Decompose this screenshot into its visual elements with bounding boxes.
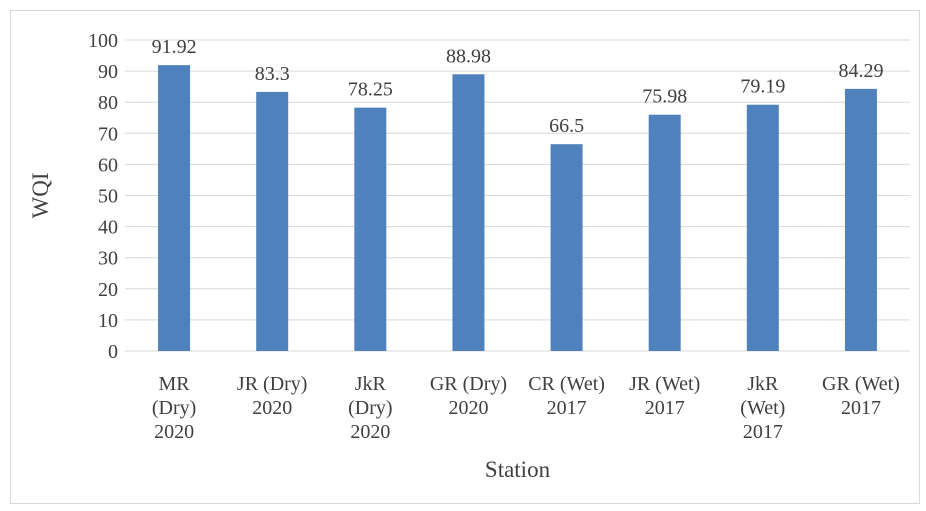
x-tick-label-line: 2020 [350, 421, 390, 443]
y-tick-label: 30 [98, 248, 118, 270]
x-tick-label-line: JkR [355, 373, 387, 395]
x-tick-label-line: (Dry) [152, 397, 196, 419]
x-tick-label-line: 2017 [841, 397, 881, 419]
x-tick-label-line: GR (Dry) [430, 373, 507, 395]
x-tick-label-line: 2017 [547, 397, 587, 419]
data-label: 78.25 [348, 79, 393, 101]
x-tick-label-line: 2020 [154, 421, 194, 443]
y-tick-label: 80 [98, 92, 118, 114]
x-tick-label-line: 2020 [448, 397, 488, 419]
data-label: 83.3 [255, 63, 290, 85]
x-tick-label-line: 2017 [743, 421, 783, 443]
gridlines [125, 39, 910, 321]
y-axis-title: WQI [28, 173, 53, 219]
y-tick-label: 0 [108, 341, 118, 363]
x-tick-label-line: (Wet) [740, 397, 785, 419]
x-tick-label: JR (Wet) 2017 [629, 373, 700, 419]
bar [746, 104, 779, 351]
y-tick-label: 90 [98, 61, 118, 83]
data-labels: 91.92 83.3 78.25 88.98 66.5 75.98 79.19 84.29 [152, 36, 884, 137]
x-tick-label-line: 2017 [645, 397, 685, 419]
data-label: 66.5 [549, 115, 584, 137]
y-tick-label: 20 [98, 279, 118, 301]
bar [648, 114, 681, 351]
bar [550, 144, 583, 351]
bars [158, 65, 877, 352]
y-tick-label: 100 [88, 30, 118, 52]
bar [844, 88, 877, 352]
data-label: 88.98 [446, 45, 491, 67]
y-tick-label: 60 [98, 154, 118, 176]
data-label: 75.98 [642, 86, 687, 108]
x-tick-label-line: JR (Wet) [629, 373, 700, 395]
bar [256, 91, 289, 351]
x-tick-label-line: GR (Wet) [822, 373, 900, 395]
x-tick-label-line: JR (Dry) [237, 373, 308, 395]
data-label: 91.92 [152, 36, 197, 58]
y-tick-label: 40 [98, 217, 118, 239]
bar [158, 65, 191, 352]
y-tick-labels: 0 10 20 30 40 50 60 70 80 90 100 [88, 30, 118, 363]
data-label: 79.19 [740, 76, 785, 98]
x-tick-label-line: (Dry) [348, 397, 392, 419]
x-tick-label-line: CR (Wet) [528, 373, 605, 395]
x-axis-title: Station [485, 457, 551, 482]
bar [452, 74, 485, 351]
y-tick-label: 50 [98, 186, 118, 208]
x-tick-label: GR (Wet) 2017 [822, 373, 900, 419]
data-label: 84.29 [838, 60, 883, 82]
x-tick-label: JR (Dry) 2020 [237, 373, 308, 419]
bar [354, 107, 387, 351]
x-tick-label-line: 2020 [252, 397, 292, 419]
x-tick-label: JkR (Dry) 2020 [348, 373, 392, 443]
y-tick-label: 70 [98, 123, 118, 145]
x-tick-label: JkR (Wet) 2017 [740, 373, 785, 443]
y-tick-label: 10 [98, 310, 118, 332]
x-tick-label: MR (Dry) 2020 [152, 373, 196, 443]
x-tick-label-line: MR [159, 373, 191, 395]
x-tick-label: GR (Dry) 2020 [430, 373, 507, 419]
x-tick-label-line: JkR [747, 373, 779, 395]
x-tick-label: CR (Wet) 2017 [528, 373, 605, 419]
